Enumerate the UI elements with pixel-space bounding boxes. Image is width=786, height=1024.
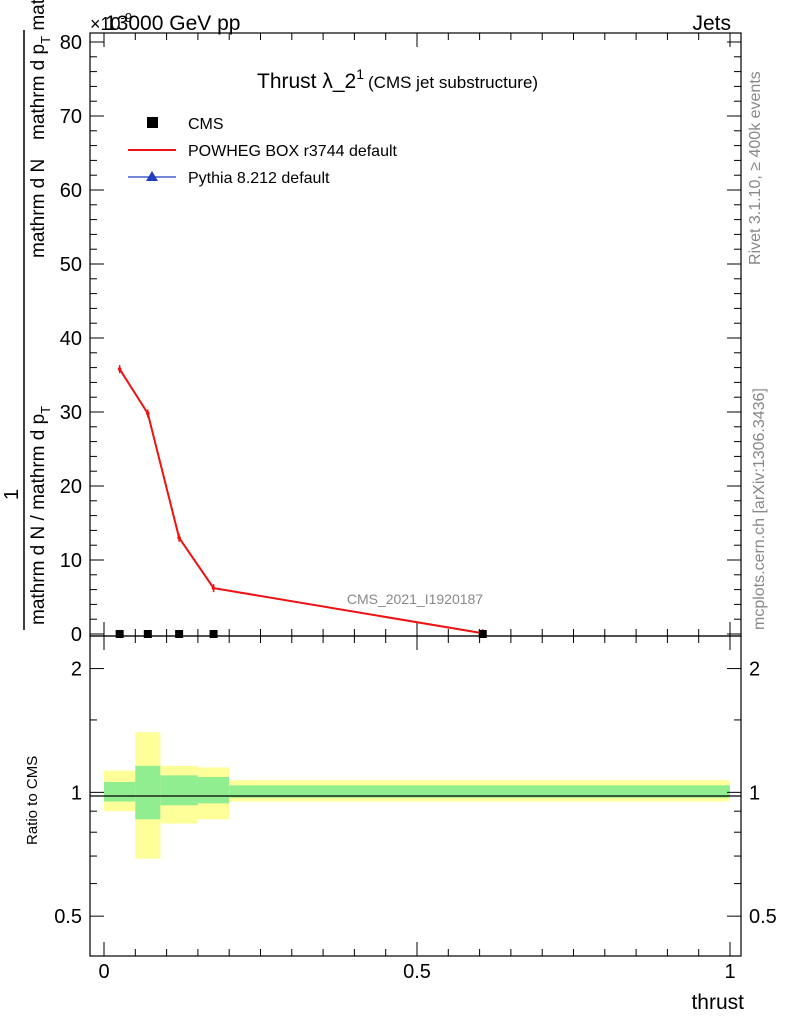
legend-powheg-label: POWHEG BOX r3744 default bbox=[188, 143, 398, 160]
cms-point bbox=[175, 630, 184, 638]
rivet-label: Rivet 3.1.10, ≥ 400k events bbox=[747, 71, 764, 265]
powheg-point bbox=[117, 367, 122, 371]
ratio-ytick-label-right: 2 bbox=[749, 659, 760, 681]
ratio-band-stat bbox=[160, 775, 198, 806]
powheg-point bbox=[146, 411, 150, 416]
legend: CMS POWHEG BOX r3744 default Pythia 8.21… bbox=[128, 116, 398, 187]
powheg-point bbox=[177, 536, 181, 540]
ratio-band-stat bbox=[135, 765, 161, 820]
ratio-ytick-label: 1 bbox=[71, 782, 82, 804]
collision-label: 13000 GeV pp bbox=[105, 12, 240, 35]
ratio-x-axis: 0 0.5 1 bbox=[98, 636, 736, 983]
ratio-ytick-label: 2 bbox=[71, 659, 82, 681]
legend-cms-label: CMS bbox=[188, 116, 224, 133]
main-ytick-label: 60 bbox=[60, 180, 82, 202]
main-ytick-label: 70 bbox=[60, 106, 82, 128]
cms-point bbox=[209, 630, 218, 638]
legend-pythia-marker bbox=[146, 171, 158, 181]
ratio-band-stat bbox=[197, 776, 230, 804]
ylabel-den-extra: mathrm d pT mathrm d lambda bbox=[28, 0, 53, 140]
ratio-xtick-label: 0.5 bbox=[403, 961, 431, 983]
main-ytick-label: 20 bbox=[60, 476, 82, 498]
ratio-band-stat bbox=[104, 781, 136, 802]
chart-title: Thrust λ_21 (CMS jet substructure) bbox=[257, 66, 538, 93]
mcplots-label: mcplots.cern.ch [arXiv:1306.3436] bbox=[751, 388, 768, 630]
powheg-point bbox=[211, 586, 216, 590]
ratio-ytick-label-right: 1 bbox=[749, 782, 760, 804]
exponent-label: ×10-9 bbox=[90, 10, 132, 34]
cms-point bbox=[115, 630, 124, 638]
main-ytick-label: 30 bbox=[60, 402, 82, 424]
main-ytick-label: 40 bbox=[60, 328, 82, 350]
ylabel-den: mathrm d N bbox=[28, 159, 49, 258]
main-ytick-label: 0 bbox=[71, 624, 82, 646]
ylabel-numerator: 1 bbox=[1, 489, 23, 500]
ratio-band-stat bbox=[229, 785, 730, 798]
main-ylabel: 1 mathrm d N / mathrm d pT mathrm d N ma… bbox=[1, 0, 53, 630]
ratio-y-axis: 0.5 0.5 1 1 2 2 bbox=[54, 659, 777, 929]
ratio-ylabel: Ratio to CMS bbox=[24, 756, 41, 845]
ratio-xtick-label: 1 bbox=[724, 961, 735, 983]
xlabel: thrust bbox=[691, 991, 744, 1014]
analysis-watermark: CMS_2021_I1920187 bbox=[347, 591, 483, 607]
main-y-axis: 0 10 20 30 40 50 60 70 80 bbox=[60, 32, 741, 646]
legend-cms-marker bbox=[147, 117, 158, 128]
ratio-ytick-label-right: 0.5 bbox=[749, 906, 777, 928]
main-series bbox=[115, 365, 487, 638]
ratio-xtick-label: 0 bbox=[98, 961, 109, 983]
main-ytick-label: 10 bbox=[60, 550, 82, 572]
main-ytick-label: 80 bbox=[60, 32, 82, 54]
jets-label: Jets bbox=[692, 12, 731, 35]
main-ytick-label: 50 bbox=[60, 254, 82, 276]
ylabel-mid: mathrm d N / mathrm d pT bbox=[28, 406, 53, 625]
cms-point bbox=[478, 630, 487, 638]
cms-point bbox=[143, 630, 152, 638]
legend-pythia-label: Pythia 8.212 default bbox=[188, 170, 330, 187]
ratio-ytick-label: 0.5 bbox=[54, 906, 82, 928]
